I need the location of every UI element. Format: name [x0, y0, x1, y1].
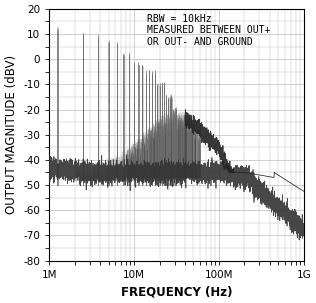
Y-axis label: OUTPUT MAGNITUDE (dBV): OUTPUT MAGNITUDE (dBV)	[5, 55, 18, 214]
Text: RBW = 10kHz
MEASURED BETWEEN OUT+
OR OUT- AND GROUND: RBW = 10kHz MEASURED BETWEEN OUT+ OR OUT…	[147, 14, 270, 47]
X-axis label: FREQUENCY (Hz): FREQUENCY (Hz)	[121, 285, 232, 298]
